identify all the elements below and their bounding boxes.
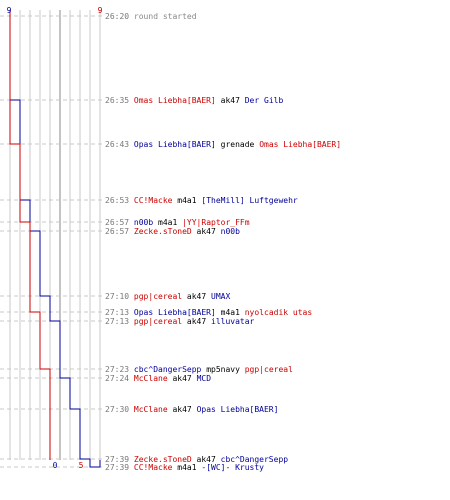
event-row: 26:43 Opas Liebha[BAER] grenade Omas Lie… [105,140,341,149]
event-row: 26:53 CC!Macke m4a1 [TheMill] Luftgewehr [105,196,298,205]
victim-name: illuvatar [211,317,255,326]
event-time: 26:57 [105,218,130,227]
weapon-name: ak47 [196,227,216,236]
weapon-name: ak47 [196,455,216,464]
event-time: 27:24 [105,374,130,383]
event-row: 27:13 Opas Liebha[BAER] m4a1 nyolcadik u… [105,308,312,317]
victim-name: Omas Liebha[BAER] [259,140,342,149]
weapon-name: ak47 [186,292,207,301]
killer-name: pgp|cereal [133,317,183,326]
blue-start-count: 9 [7,6,12,15]
event-row: 27:39 CC!Macke m4a1 -[WC]- Krusty [105,463,264,472]
victim-name: UMAX [211,292,231,301]
killer-name: Opas Liebha[BAER] [133,140,216,149]
weapon-name: grenade [220,140,255,149]
weapon-name: m4a1 [177,463,197,472]
event-row: 26:35 Omas Liebha[BAER] ak47 Der Gilb [105,96,283,105]
event-markers [0,15,105,468]
weapon-name: ak47 [186,317,207,326]
event-text: round started [133,12,197,21]
red-end-count: 5 [79,461,84,470]
victim-name: |YY|Raptor_FFm [182,218,250,227]
victim-name: pgp|cereal [244,365,293,374]
red-start-count: 9 [98,6,103,15]
event-row: 26:20 round started [105,12,197,21]
killer-name: Zecke.sToneD [133,455,192,464]
event-time: 27:23 [105,365,130,374]
graph-grid [9,10,101,460]
red-team-line [9,10,51,460]
event-time: 27:39 [105,463,130,472]
victim-name: Opas Liebha[BAER] [196,405,279,414]
victim-name: [TheMill] Luftgewehr [201,196,298,205]
event-row: 27:13 pgp|cereal ak47 illuvatar [105,317,254,326]
event-time: 26:43 [105,140,130,149]
killer-name: pgp|cereal [133,292,183,301]
event-row: 27:39 Zecke.sToneD ak47 cbc^DangerSepp [105,455,288,464]
event-time: 27:13 [105,317,130,326]
weapon-name: ak47 [220,96,240,105]
weapon-name: mp5navy [206,365,240,374]
killer-name: McClane [133,405,168,414]
event-row: 26:57 Zecke.sToneD ak47 n00b [105,227,240,236]
event-time: 27:39 [105,455,130,464]
victim-name: MCD [196,374,212,383]
weapon-name: m4a1 [158,218,178,227]
victim-name: nyolcadik utas [244,308,313,317]
players-alive-graph: 9 9 0 5 [0,6,105,470]
victim-name: n00b [220,227,240,236]
weapon-name: m4a1 [177,196,197,205]
event-row: 27:10 pgp|cereal ak47 UMAX [105,292,230,301]
event-row: 27:30 McClane ak47 Opas Liebha[BAER] [105,405,278,414]
event-time: 27:10 [105,292,130,301]
victim-name: -[WC]- Krusty [201,463,264,472]
killer-name: Zecke.sToneD [133,227,192,236]
victim-name: cbc^DangerSepp [220,455,289,464]
weapon-name: ak47 [172,374,192,383]
blue-team-line [9,10,101,468]
killer-name: McClane [133,374,168,383]
event-time: 26:35 [105,96,130,105]
team-lines [9,10,101,468]
killer-name: Omas Liebha[BAER] [133,96,216,105]
event-time: 27:13 [105,308,130,317]
killer-name: Opas Liebha[BAER] [133,308,216,317]
event-time: 26:53 [105,196,130,205]
event-row: 27:23 cbc^DangerSepp mp5navy pgp|cereal [105,365,293,374]
killer-name: CC!Macke [133,196,173,205]
blue-end-count: 0 [53,461,58,470]
event-row: 26:57 n00b m4a1 |YY|Raptor_FFm [105,218,250,227]
weapon-name: m4a1 [220,308,240,317]
killer-name: n00b [133,218,154,227]
killer-name: cbc^DangerSepp [133,365,202,374]
weapon-name: ak47 [172,405,192,414]
event-time: 26:57 [105,227,130,236]
victim-name: Der Gilb [244,96,284,105]
event-row: 27:24 McClane ak47 MCD [105,374,211,383]
event-time: 27:30 [105,405,130,414]
event-time: 26:20 [105,12,130,21]
killer-name: CC!Macke [133,463,173,472]
